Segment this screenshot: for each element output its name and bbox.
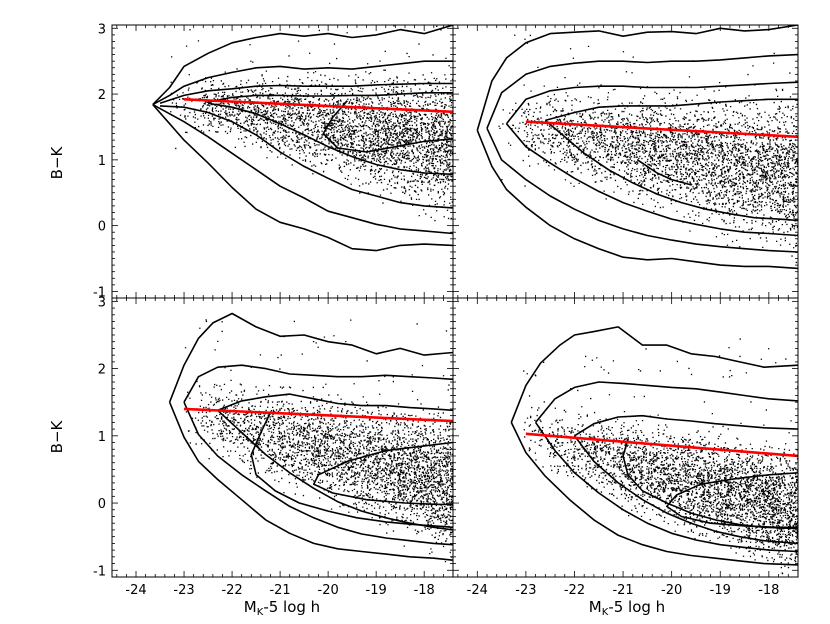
contour-line-4 (152, 103, 453, 235)
x-axis-label-left-rest: -5 log h (263, 598, 320, 616)
panel-bottom-right (452, 297, 799, 578)
y-tick-label: 2 (98, 88, 106, 103)
contour-line-3 (183, 364, 453, 403)
x-tick-label: -23 (173, 583, 194, 598)
y-tick-label: 0 (98, 497, 106, 512)
contour-line-3 (152, 60, 453, 106)
panel-ticks (112, 298, 454, 578)
contour-line-6 (505, 123, 798, 237)
contour-line-8 (544, 119, 798, 222)
contour-line-1 (510, 326, 798, 423)
contour-line-8 (666, 472, 798, 529)
x-axis-label-right-sub: K (602, 607, 609, 618)
x-axis-label-left-sub: K (257, 607, 264, 618)
contour-line-1 (168, 312, 453, 403)
contour-line-4 (534, 421, 798, 553)
contour-line-3 (486, 53, 798, 129)
contour-line-8 (207, 102, 453, 176)
contour-line-9 (322, 100, 453, 153)
x-tick-label: -21 (612, 583, 633, 598)
x-tick-label: -22 (564, 583, 585, 598)
contour-line-2 (168, 401, 453, 561)
contour-line-9 (637, 159, 692, 186)
x-tick-label: -21 (269, 583, 290, 598)
y-tick-label: 1 (98, 154, 106, 169)
contour-line-7 (250, 411, 453, 529)
y-tick-label: 3 (98, 22, 106, 37)
y-tick-label: -1 (93, 564, 106, 579)
contour-line-3 (534, 381, 798, 423)
panel-plot-area (168, 312, 453, 563)
contour-line-4 (183, 401, 453, 546)
contour-line-7 (545, 98, 798, 122)
scatter-points (523, 338, 798, 575)
panel-plot-area (476, 25, 798, 270)
contour-line-8 (312, 441, 453, 506)
panel-plot-area (152, 25, 453, 252)
x-tick-label: -23 (515, 583, 536, 598)
contour-line-1 (476, 25, 798, 131)
y-tick-label: 0 (98, 220, 106, 235)
panel-ticks (453, 298, 799, 578)
x-axis-label-left: MK-5 log h (244, 598, 320, 618)
contour-line-1 (152, 25, 453, 106)
fit-line (183, 407, 453, 423)
x-tick-label: -20 (661, 583, 682, 598)
fit-line (525, 120, 798, 139)
contour-line-2 (476, 130, 798, 270)
contour-line-2 (152, 104, 453, 252)
panel-plot-area (510, 326, 798, 575)
x-axis-label-right-main: M (589, 598, 602, 616)
x-tick-label: -24 (125, 583, 146, 598)
x-tick-label: -19 (366, 583, 387, 598)
x-axis-label-left-main: M (244, 598, 257, 616)
panel-frame (452, 297, 799, 578)
panel-top-left (111, 24, 454, 299)
contour-line-7 (207, 92, 453, 103)
fit-line (183, 98, 453, 114)
scatter-points (170, 25, 453, 222)
axes-layer: B−K B−K MK-5 log h MK-5 log h -10123-101… (48, 22, 779, 618)
contour-line-5 (217, 393, 453, 412)
x-tick-label: -18 (758, 583, 779, 598)
contour-line-4 (486, 127, 798, 253)
y-tick-label: 2 (98, 363, 106, 378)
x-tick-label: -22 (221, 583, 242, 598)
x-tick-label: -20 (318, 583, 339, 598)
panel-top-right (452, 24, 799, 299)
x-axis-label-right: MK-5 log h (589, 598, 665, 618)
contour-line-5 (505, 81, 798, 125)
scatter-points (184, 319, 453, 563)
contour-line-6 (573, 435, 798, 545)
fit-line (525, 432, 798, 458)
x-tick-label: -24 (467, 583, 488, 598)
panels-layer (111, 24, 799, 578)
panel-bottom-left (111, 297, 454, 578)
y-tick-label: -1 (93, 285, 106, 300)
contour-line-5 (574, 414, 798, 437)
contour-line-2 (510, 422, 798, 566)
x-tick-label: -18 (414, 583, 435, 598)
y-axis-label-top: B−K (48, 145, 66, 179)
y-tick-label: 1 (98, 430, 106, 445)
contour-line-5 (159, 82, 453, 105)
contour-line-6 (159, 105, 453, 209)
y-axis-label-bottom: B−K (48, 419, 66, 453)
x-axis-label-right-rest: -5 log h (608, 598, 665, 616)
y-tick-label: 3 (98, 295, 106, 310)
x-tick-label: -19 (710, 583, 731, 598)
